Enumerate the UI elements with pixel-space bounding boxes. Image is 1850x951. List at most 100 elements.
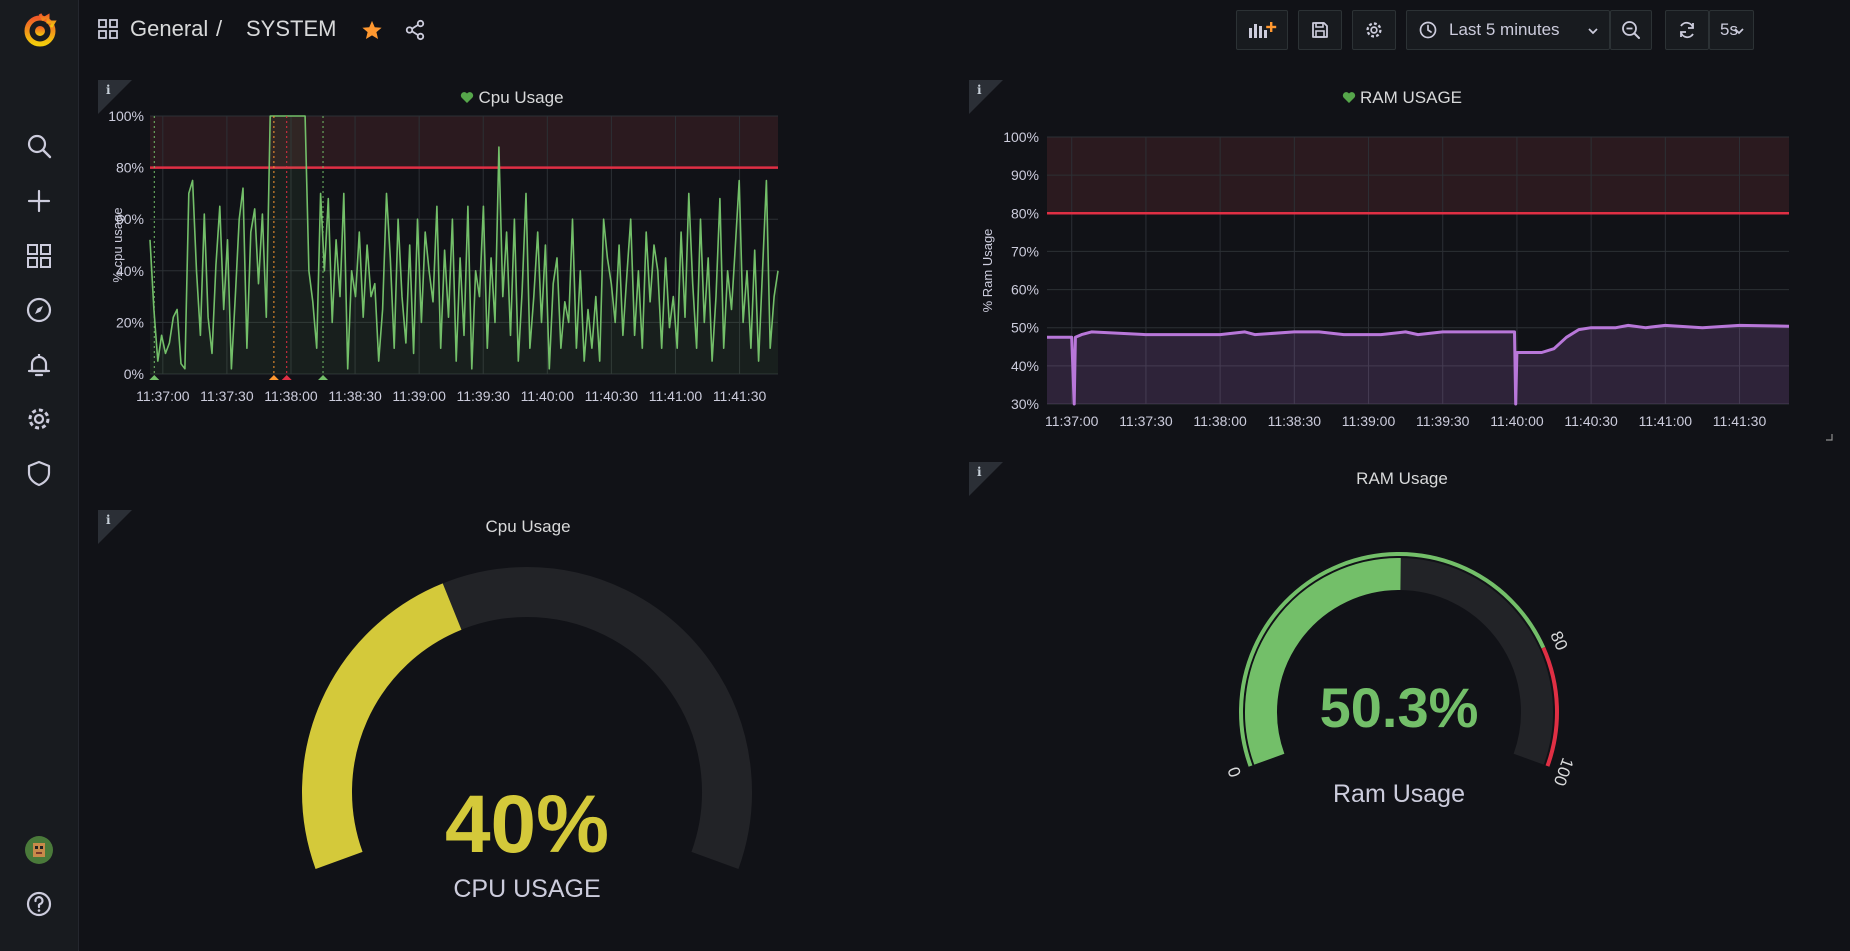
shield-icon[interactable]: [19, 453, 59, 493]
page-title[interactable]: SYSTEM: [246, 16, 337, 41]
save-icon: [1312, 22, 1328, 38]
chevron-down-icon: [1587, 22, 1599, 42]
chevron-down-icon: [1733, 22, 1745, 42]
gear-icon: [1366, 22, 1382, 38]
refresh-icon: [1680, 21, 1694, 39]
y-axis-label: % Ram Usage: [980, 229, 995, 313]
info-icon[interactable]: i: [977, 465, 982, 479]
plus-icon[interactable]: [19, 181, 59, 221]
x-tick-label: 11:37:30: [200, 388, 254, 404]
add-panel-button[interactable]: [1236, 10, 1288, 50]
y-tick-label: 40%: [1011, 358, 1039, 374]
y-tick-label: 90%: [1011, 167, 1039, 183]
x-tick-label: 11:38:30: [1268, 413, 1322, 429]
y-tick-label: 100%: [1003, 129, 1039, 145]
clock-icon: [1419, 21, 1437, 39]
search-icon[interactable]: [19, 126, 59, 166]
panel-info-corner[interactable]: [98, 510, 132, 544]
y-tick-label: 80%: [116, 160, 144, 176]
sidebar: [0, 0, 79, 951]
resize-handle-icon[interactable]: [1825, 428, 1833, 446]
dashboards-grid-icon: [98, 19, 118, 44]
y-axis-label: % cpu usage: [110, 207, 125, 282]
grafana-logo-icon[interactable]: [20, 10, 60, 50]
time-range-label: Last 5 minutes: [1449, 20, 1560, 39]
cpu-graph-svg: 0%20%40%60%80%100%11:37:00 11:37:30 11:38:…: [108, 108, 779, 404]
x-tick-label: 11:37:00: [136, 388, 190, 404]
x-tick-label: 11:41:30: [1713, 413, 1767, 429]
bell-icon[interactable]: [19, 345, 59, 385]
threshold-region: [150, 116, 778, 168]
y-tick-label: 30%: [1011, 396, 1039, 412]
panel-info-corner[interactable]: [969, 80, 1003, 114]
panel-title: Cpu Usage: [478, 88, 564, 107]
x-tick-label: 11:38:00: [1193, 413, 1247, 429]
panel-header[interactable]: RAM Usage: [969, 469, 1835, 489]
time-range-picker[interactable]: Last 5 minutes: [1406, 10, 1610, 50]
cpu-graph-panel: i Cpu Usage 0% 20% 40% 60% 80% 100% 11:37:00 11…: [98, 80, 926, 480]
refresh-button[interactable]: [1665, 10, 1709, 50]
gauge-threshold-band-ok: [1239, 552, 1546, 767]
info-icon[interactable]: i: [106, 513, 111, 527]
ram-graph-panel: i RAM USAGE 30% 40% 50% 60% 70% 80% 90% 100% 11:…: [969, 80, 1835, 448]
dashboards-icon[interactable]: [19, 236, 59, 276]
y-tick-label: 70%: [1011, 243, 1039, 259]
top-bar: General / SYSTEM Last 5 minutes 5s: [78, 0, 1850, 62]
y-tick-label: 60%: [1011, 282, 1039, 298]
panel-header[interactable]: Cpu Usage: [98, 517, 958, 537]
explore-icon[interactable]: [19, 290, 59, 330]
gauge-tick-label: 100: [1550, 755, 1578, 788]
gauge-tick-label: 0: [1224, 764, 1245, 779]
y-tick-label: 50%: [1011, 320, 1039, 336]
panel-header[interactable]: RAM USAGE: [969, 88, 1835, 109]
refresh-interval-picker[interactable]: 5s: [1709, 10, 1754, 50]
avatar[interactable]: [19, 830, 59, 870]
x-tick-label: 11:39:30: [1416, 413, 1470, 429]
x-tick-label: 11:41:30: [713, 388, 767, 404]
breadcrumb-folder[interactable]: General: [130, 16, 209, 41]
ram-graph-svg: 30% 40% 50% 60% 70% 80% 90% 100% 11:37:00 11:37:3…: [980, 129, 1790, 429]
y-tick-label: 80%: [1011, 205, 1039, 221]
info-icon[interactable]: i: [106, 83, 111, 97]
x-tick-label: 11:40:30: [585, 388, 639, 404]
heart-icon: [460, 89, 474, 109]
x-tick-label: 11:40:30: [1564, 413, 1618, 429]
x-tick-label: 11:37:30: [1119, 413, 1173, 429]
star-icon[interactable]: [361, 19, 383, 46]
heart-icon: [1342, 89, 1356, 109]
x-tick-label: 11:40:00: [1490, 413, 1544, 429]
save-button[interactable]: [1298, 10, 1342, 50]
ram-gauge-svg: 50.3% Ram Usage 0 80 100: [1224, 552, 1578, 808]
y-tick-label: 40%: [116, 263, 144, 279]
panel-info-corner[interactable]: [969, 462, 1003, 496]
zoom-out-button[interactable]: [1610, 10, 1652, 50]
gauge-track: [302, 567, 752, 869]
annotation-marker: [268, 375, 279, 380]
gauge-threshold-band-critical: [1541, 646, 1559, 767]
x-tick-label: 11:39:30: [456, 388, 510, 404]
panel-header[interactable]: Cpu Usage: [98, 88, 926, 109]
x-tick-label: 11:38:00: [264, 388, 318, 404]
cpu-gauge-svg: 40% CPU USAGE: [302, 567, 752, 903]
panel-title: RAM USAGE: [1359, 88, 1463, 107]
info-icon[interactable]: i: [977, 83, 982, 97]
x-tick-label: 11:41:00: [1639, 413, 1693, 429]
annotation-marker: [281, 375, 292, 380]
y-tick-label: 20%: [116, 314, 144, 330]
refresh-interval-label: 5s: [1720, 20, 1738, 39]
ram-series-area: [1047, 325, 1789, 404]
settings-button[interactable]: [1352, 10, 1396, 50]
share-icon[interactable]: [404, 19, 426, 46]
annotation-marker: [149, 375, 160, 380]
breadcrumb-separator: /: [216, 16, 223, 41]
question-icon[interactable]: [19, 884, 59, 924]
x-tick-label: 11:39:00: [392, 388, 446, 404]
gear-icon[interactable]: [19, 399, 59, 439]
ram-series-line: [1047, 323, 1790, 406]
gauge-label: Ram Usage: [1333, 780, 1465, 808]
panel-title: RAM Usage: [1356, 469, 1448, 488]
gauge-value: 50.3%: [1320, 676, 1479, 739]
panel-info-corner[interactable]: [98, 80, 132, 114]
cpu-series-line: [149, 115, 779, 370]
cpu-gauge-panel: i Cpu Usage 40% CPU USAGE: [98, 510, 958, 940]
